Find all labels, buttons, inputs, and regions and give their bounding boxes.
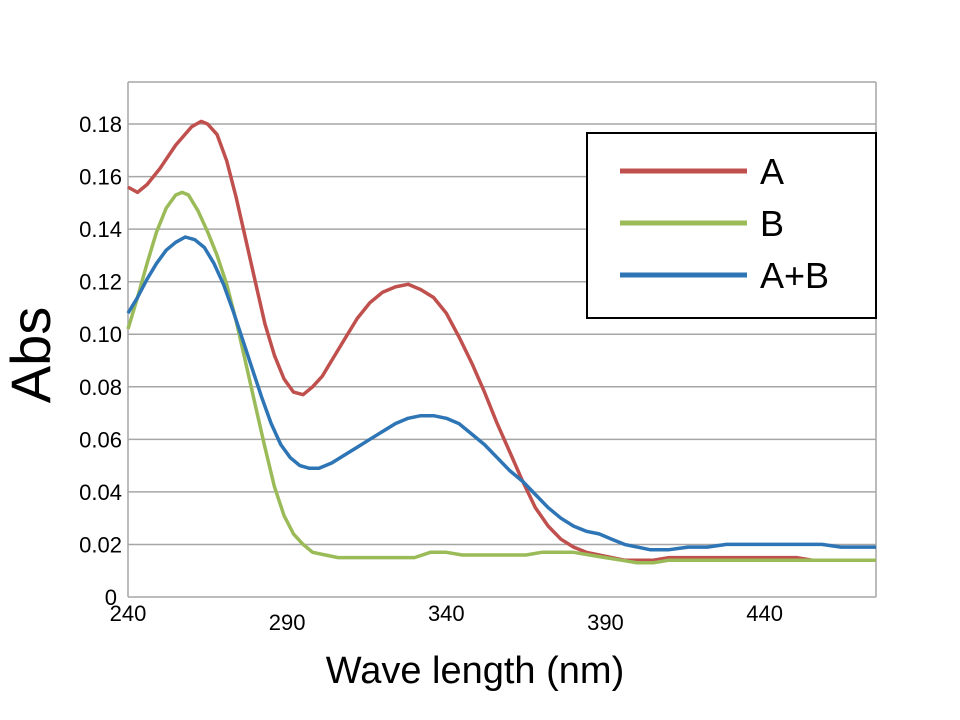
y-tick-label: 0 xyxy=(105,585,117,610)
series-line-a-b xyxy=(126,235,876,552)
legend: AB A+B xyxy=(586,132,877,319)
y-tick-label: 0.14 xyxy=(79,217,122,242)
y-tick-label: 0.04 xyxy=(79,480,122,505)
y-tick-label: 0.12 xyxy=(79,270,122,295)
series-layer xyxy=(126,119,876,565)
y-tick-label: 0.10 xyxy=(79,322,122,347)
x-tick-label: 240 xyxy=(110,601,147,626)
x-axis-ticks: 240 290 340 390 440 xyxy=(110,601,783,635)
legend-entries: AB A+B xyxy=(620,151,829,296)
x-axis-title: Wave length (nm) xyxy=(326,650,624,692)
y-axis-title: Abs xyxy=(0,307,62,404)
legend-label: B xyxy=(760,203,784,244)
y-tick-label: 0.06 xyxy=(79,427,122,452)
y-tick-label: 0.18 xyxy=(79,112,122,137)
x-tick-label: 390 xyxy=(587,610,624,635)
x-tick-label: 440 xyxy=(746,601,783,626)
y-tick-label: 0.08 xyxy=(79,375,122,400)
y-tick-label: 0.02 xyxy=(79,532,122,557)
x-tick-label: 340 xyxy=(428,601,465,626)
series-line-b xyxy=(126,190,876,565)
y-axis-ticks: 0 0.02 0.04 0.06 0.08 0.10 0.12 0.14 0.16 0.18 xyxy=(79,112,122,610)
legend-label: A+B xyxy=(760,255,829,296)
x-tick-label: 290 xyxy=(269,610,306,635)
series-line-a xyxy=(127,119,876,562)
legend-label: A xyxy=(760,151,784,192)
y-tick-label: 0.16 xyxy=(79,165,122,190)
